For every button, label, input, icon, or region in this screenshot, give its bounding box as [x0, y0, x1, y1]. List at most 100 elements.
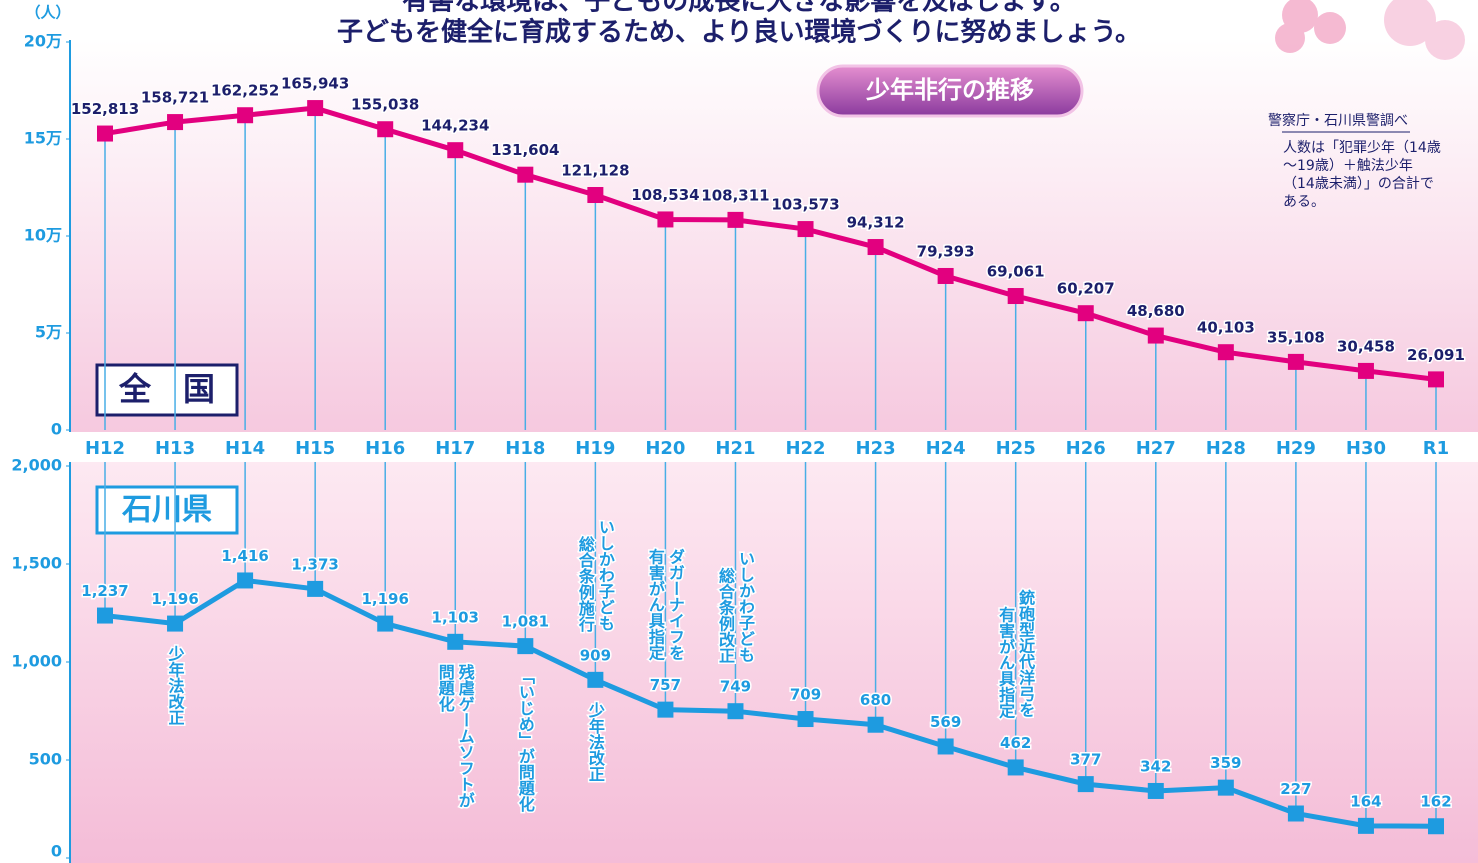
x-tick-label: H21	[715, 438, 755, 459]
x-tick-label: H19	[575, 438, 615, 459]
y-unit: （人）	[25, 4, 70, 22]
annotation: 少年法改正	[166, 645, 186, 726]
point	[1288, 354, 1304, 370]
value-label: 144,234	[421, 117, 489, 135]
category-band	[70, 434, 1478, 462]
y-tick-label: 1,500	[11, 554, 62, 573]
point	[377, 616, 393, 632]
annotation: 少年法改正	[586, 701, 606, 782]
point	[307, 100, 323, 116]
value-label: 30,458	[1337, 337, 1395, 355]
y-tick-label: 1,000	[11, 652, 62, 671]
point	[938, 268, 954, 284]
point	[167, 114, 183, 130]
value-label: 94,312	[847, 214, 905, 232]
point	[1358, 363, 1374, 379]
value-label: 757	[650, 676, 681, 694]
x-tick-label: H25	[996, 438, 1036, 459]
value-label: 103,573	[771, 196, 839, 214]
x-tick-label: H18	[505, 438, 545, 459]
value-label: 40,103	[1197, 319, 1255, 337]
annotation: 総合条例施行	[576, 535, 596, 633]
y-tick-label: 15万	[24, 129, 62, 148]
source: 警察庁・石川県警調べ	[1268, 112, 1408, 129]
value-label: 1,237	[81, 582, 128, 600]
point	[1148, 783, 1164, 799]
value-label: 162,252	[211, 82, 279, 100]
value-label: 1,196	[151, 590, 198, 608]
value-label: 377	[1070, 751, 1101, 769]
value-label: 749	[720, 678, 751, 696]
value-label: 462	[1000, 734, 1031, 752]
point	[377, 121, 393, 137]
title-top: 有害な環境は、子どもの成長に大きな影響を及ぼします。	[402, 0, 1075, 17]
note: （14歳未満）」の合計で	[1283, 176, 1434, 192]
point	[1148, 328, 1164, 344]
region-label: 全 国	[118, 370, 215, 408]
point	[1218, 344, 1234, 360]
point	[1078, 305, 1094, 321]
point	[1428, 818, 1444, 834]
x-tick-label: H28	[1206, 438, 1246, 459]
point	[1078, 776, 1094, 792]
annotation: ダガーナイフを	[666, 548, 685, 661]
point	[237, 107, 253, 123]
point	[1288, 806, 1304, 822]
value-label: 1,196	[361, 590, 408, 608]
point	[938, 738, 954, 754]
value-label: 155,038	[351, 96, 419, 114]
value-label: 1,103	[432, 608, 479, 626]
x-tick-label: H14	[225, 438, 265, 459]
point	[97, 126, 113, 142]
x-tick-label: H17	[435, 438, 475, 459]
value-label: 79,393	[917, 242, 975, 260]
value-label: 26,091	[1407, 346, 1465, 364]
value-label: 121,128	[561, 162, 629, 180]
x-tick-label: H13	[155, 438, 195, 459]
x-tick-label: H24	[926, 438, 966, 459]
y-tick-label: 2,000	[11, 456, 62, 475]
y-tick-label: 0	[51, 420, 62, 439]
x-tick-label: R1	[1423, 438, 1449, 459]
value-label: 48,680	[1127, 302, 1185, 320]
value-label: 569	[930, 713, 961, 731]
value-label: 709	[790, 686, 821, 704]
title: 子どもを健全に育成するため、より良い環境づくりに努めましょう。	[337, 17, 1141, 48]
annotation: 残虐ゲームソフトが	[456, 663, 475, 808]
point	[1358, 818, 1374, 834]
value-label: 60,207	[1057, 280, 1115, 298]
point	[727, 212, 743, 228]
point	[237, 572, 253, 588]
point	[1218, 780, 1234, 796]
value-label: 909	[580, 646, 611, 664]
point	[657, 211, 673, 227]
plot-bg	[70, 40, 1478, 432]
value-label: 227	[1280, 780, 1311, 798]
point	[1008, 288, 1024, 304]
note: ある。	[1283, 194, 1325, 210]
point	[1428, 371, 1444, 387]
page: 有害な環境は、子どもの成長に大きな影響を及ぼします。 子どもを健全に育成するため…	[0, 0, 1478, 863]
point	[868, 717, 884, 733]
x-tick-label: H15	[295, 438, 335, 459]
point	[587, 187, 603, 203]
point	[1008, 759, 1024, 775]
point	[517, 638, 533, 654]
value-label: 1,373	[291, 555, 338, 573]
annotation: 「いじめ」が問題化	[516, 668, 535, 812]
point	[868, 239, 884, 255]
x-tick-label: H27	[1136, 438, 1176, 459]
annotation: 総合条例改正	[716, 566, 736, 663]
point	[97, 608, 113, 624]
annotation: 問題化	[436, 664, 455, 712]
annotation: いしかわ子ども	[736, 550, 755, 662]
point	[517, 167, 533, 183]
value-label: 162	[1420, 793, 1451, 811]
value-label: 158,721	[141, 89, 209, 107]
note: 人数は「犯罪少年（14歳	[1283, 140, 1441, 156]
value-label: 35,108	[1267, 328, 1325, 346]
point	[447, 142, 463, 158]
chart: 有害な環境は、子どもの成長に大きな影響を及ぼします。 子どもを健全に育成するため…	[0, 0, 1478, 863]
y-tick-label: 0	[51, 842, 62, 861]
y-tick-label: 500	[29, 750, 62, 769]
